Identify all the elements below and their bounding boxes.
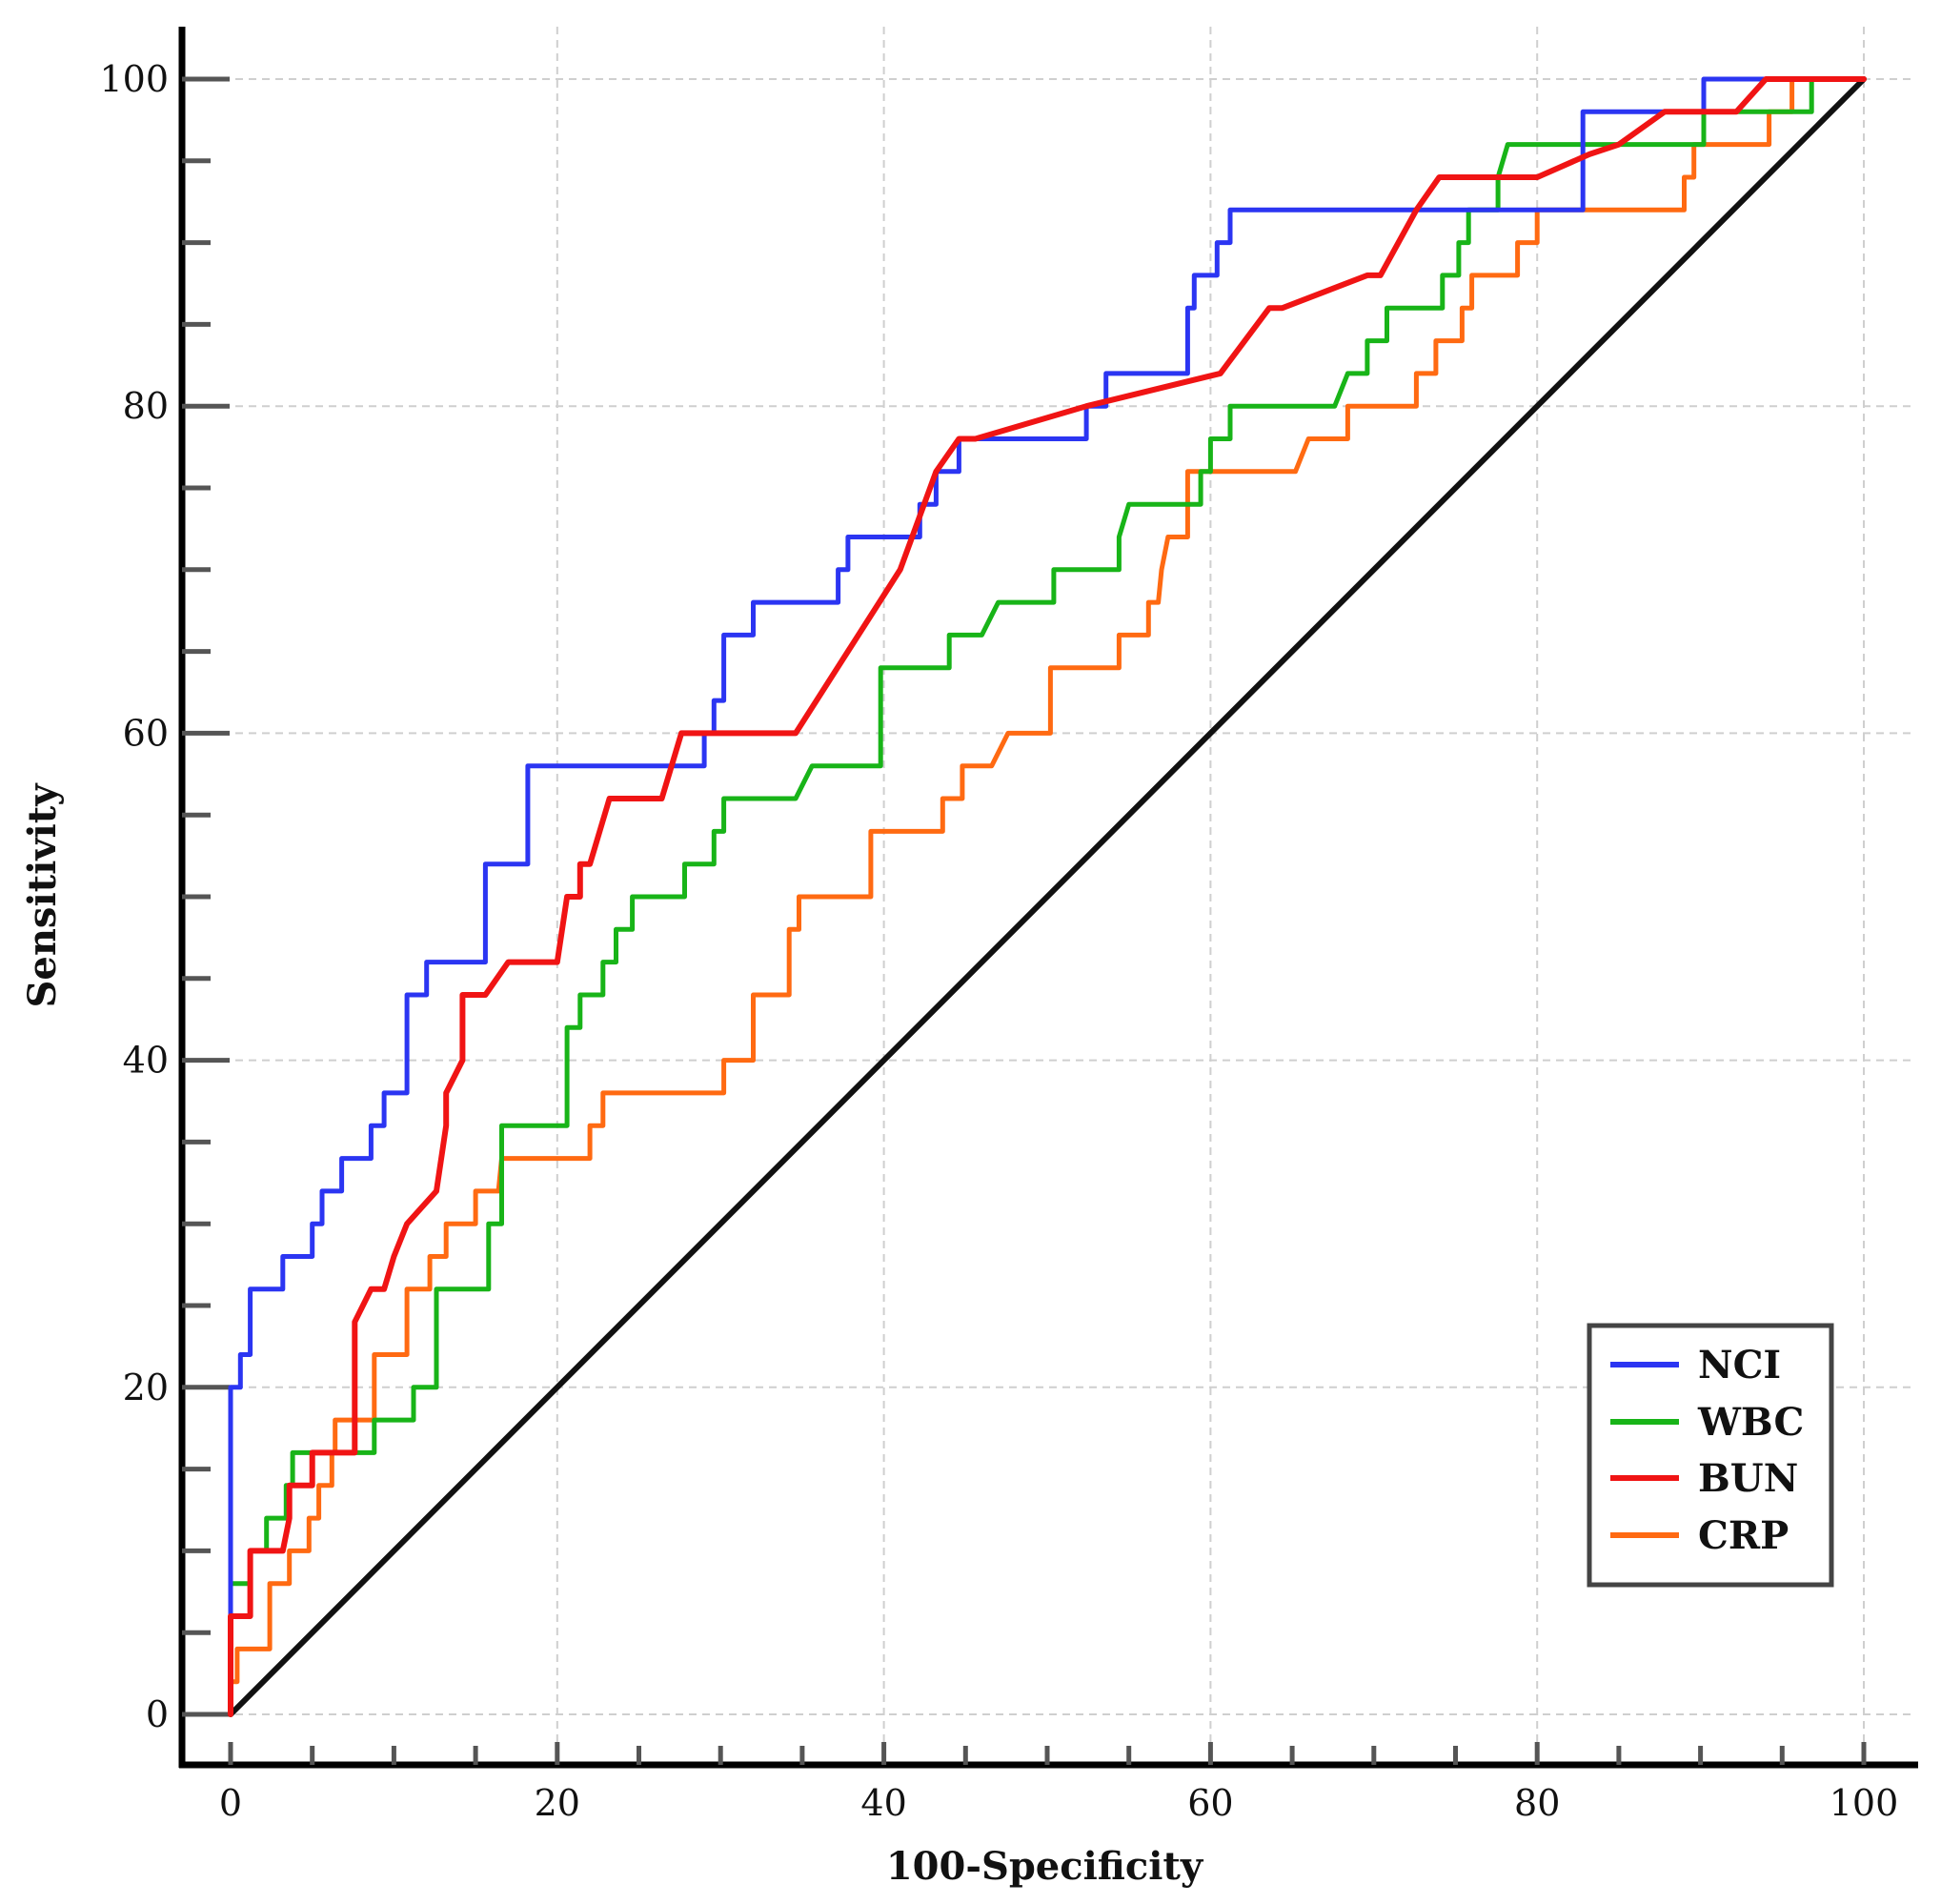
y-tick-label: 100 <box>99 58 169 100</box>
legend: NCI WBC BUN CRP <box>1587 1323 1834 1588</box>
series-line-wbc <box>228 76 1867 1717</box>
legend-label-nci: NCI <box>1698 1343 1781 1387</box>
x-tick-label: 40 <box>860 1782 906 1824</box>
y-tick-label: 20 <box>123 1367 169 1408</box>
series-line-reference <box>228 76 1867 1717</box>
y-tick-label: 60 <box>123 712 169 754</box>
y-tick-label: 40 <box>123 1040 169 1082</box>
tick-marks <box>182 76 1867 1765</box>
series-line-bun <box>228 76 1867 1717</box>
x-tick-label: 80 <box>1514 1782 1560 1824</box>
x-tick-label: 100 <box>1830 1782 1899 1824</box>
legend-label-wbc: WBC <box>1697 1400 1804 1445</box>
x-tick-label: 0 <box>219 1782 242 1824</box>
x-tick-label: 20 <box>535 1782 580 1824</box>
tick-labels: 0 20 40 60 80 100 0 20 40 60 80 100 <box>99 58 1898 1824</box>
legend-box <box>1587 1323 1834 1588</box>
legend-label-bun: BUN <box>1698 1456 1798 1501</box>
series-line-nci <box>228 76 1867 1717</box>
x-tick-label: 60 <box>1187 1782 1233 1824</box>
y-tick-label: 0 <box>146 1693 169 1735</box>
y-tick-label: 80 <box>123 385 169 427</box>
y-axis-title: Sensitivity <box>20 782 65 1008</box>
x-axis-title: 100-Specificity <box>886 1844 1204 1889</box>
legend-label-crp: CRP <box>1698 1513 1789 1558</box>
series-lines <box>228 76 1867 1717</box>
